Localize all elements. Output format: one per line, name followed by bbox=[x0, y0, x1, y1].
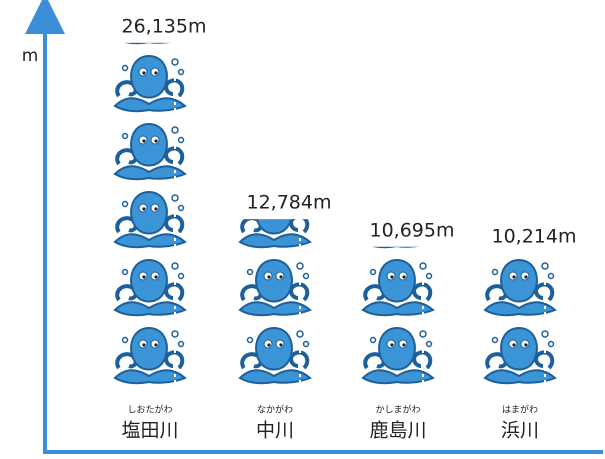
category-label: 塩田川 bbox=[121, 420, 178, 442]
category-reading: しおたがわ bbox=[127, 404, 172, 416]
pictogram-bar bbox=[234, 219, 324, 388]
value-label: 10,695m bbox=[370, 219, 455, 241]
pictogram-bar bbox=[109, 42, 199, 388]
category-label: 鹿島川 bbox=[369, 420, 426, 442]
value-label: 10,214m bbox=[492, 226, 577, 248]
category-reading: はまがわ bbox=[502, 404, 538, 416]
value-label: 12,784m bbox=[247, 192, 332, 214]
category-reading: なかがわ bbox=[257, 404, 293, 416]
category-label: 中川 bbox=[256, 420, 294, 442]
category-label: 浜川 bbox=[501, 420, 539, 442]
y-axis-label: m bbox=[22, 46, 39, 66]
pictogram-bar bbox=[479, 253, 569, 388]
category-reading: かしまがわ bbox=[375, 404, 420, 416]
value-label: 26,135m bbox=[122, 15, 207, 37]
pictogram-bar bbox=[357, 246, 447, 388]
